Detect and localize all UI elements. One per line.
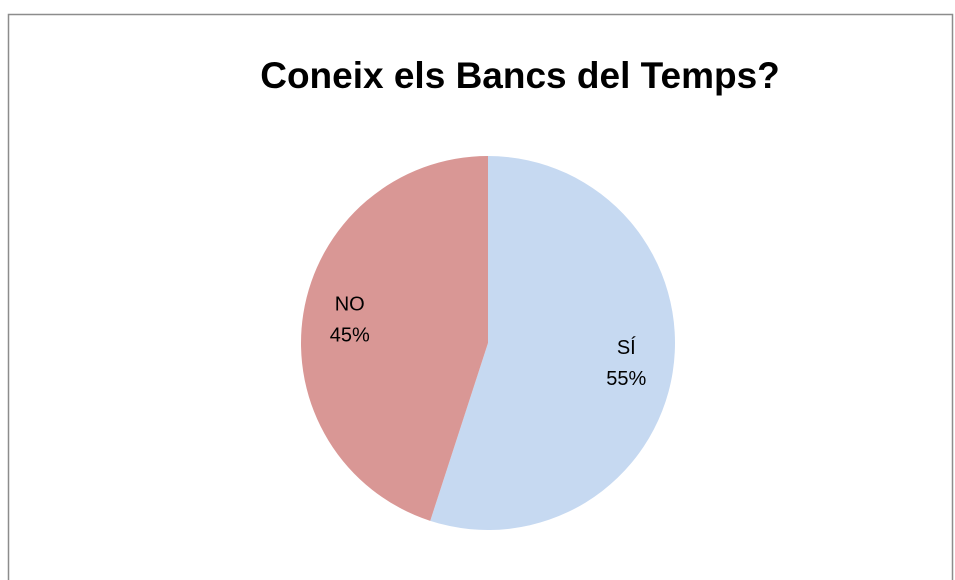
chart-title: Coneix els Bancs del Temps? [260, 55, 780, 96]
slice-value-label: 55% [606, 368, 646, 390]
slice-category-label: SÍ [617, 336, 636, 359]
slice-value-label: 45% [330, 324, 370, 346]
slice-category-label: NO [335, 293, 365, 315]
pie-slice [430, 156, 675, 530]
pie-slice [300, 156, 488, 521]
